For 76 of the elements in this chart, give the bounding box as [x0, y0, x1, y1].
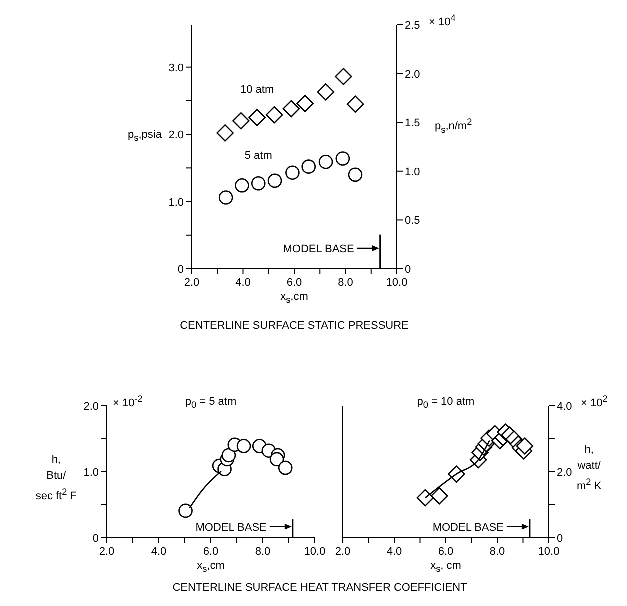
point	[270, 452, 284, 467]
text: × 10$^{4}$	[429, 13, 456, 29]
y-axis-title: p$_{s}$,psia	[128, 128, 162, 146]
x-tick-label: 10.0	[538, 546, 560, 558]
point	[286, 166, 300, 180]
x-axis-title: x$_{s}$,cm	[280, 291, 310, 306]
point	[248, 109, 266, 126]
x-tick-label: 8.0	[490, 546, 506, 558]
y-tick-label: 2.0	[168, 130, 184, 142]
series-label: 5 atm	[244, 150, 272, 162]
y-tick-label: 0	[92, 533, 99, 545]
y-tick-label: 1.0	[84, 467, 99, 479]
point	[335, 68, 352, 86]
y2-tick-label: 0	[557, 533, 564, 545]
point	[336, 152, 350, 166]
y2-axis-title: h, watt/m$^{2}$ K	[577, 443, 602, 495]
point	[296, 94, 314, 112]
y2-tick-label: 0	[405, 264, 412, 276]
y-tick-label: 2.0	[84, 401, 99, 413]
text: × 10$^{2}$	[581, 394, 608, 410]
ref-line-label: MODEL BASE	[196, 522, 267, 534]
series-label: 10 atm	[240, 84, 274, 96]
y-tick-label: 3.0	[168, 62, 184, 74]
y-axis-title: h, Btu/sec ft$^{2}$ F	[36, 453, 77, 505]
y2-tick-label: 4.0	[557, 401, 572, 413]
y2-tick-label: 2.0	[405, 68, 420, 81]
y2-tick-label: 1.5	[405, 118, 420, 130]
x-tick-label: 8.0	[338, 277, 354, 289]
point	[268, 174, 282, 188]
y2-tick-label: 2.5	[405, 20, 420, 32]
x-tick-label: 6.0	[203, 546, 219, 558]
x-tick-label: 6.0	[286, 277, 302, 289]
point	[216, 124, 234, 142]
point	[346, 96, 364, 113]
point	[232, 112, 250, 130]
x-tick-label: 4.0	[236, 277, 251, 289]
point	[416, 489, 434, 507]
x-tick-label: 10.0	[304, 546, 326, 558]
annotation: × 10$^{-2}$	[113, 394, 143, 410]
point	[266, 106, 284, 124]
ref-line-label: MODEL BASE	[432, 522, 504, 534]
point	[278, 460, 293, 476]
point	[430, 487, 448, 505]
x-tick-label: 4.0	[386, 546, 402, 558]
y2-tick-label: 0.5	[405, 215, 420, 228]
x-tick-label: 8.0	[255, 546, 271, 558]
text: CENTERLINE SURFACE STATIC PRESSURE	[179, 320, 410, 332]
point	[317, 84, 335, 101]
x-tick-label: 2.0	[335, 546, 351, 558]
point	[222, 448, 236, 463]
y-tick-label: 1.0	[168, 196, 184, 209]
x-tick-label: 4.0	[151, 546, 167, 558]
y2-tick-label: 1.0	[405, 166, 420, 178]
chart-subtitle: p$_{0}$ = 10 atm	[416, 396, 476, 410]
point	[235, 178, 250, 193]
point	[348, 168, 363, 182]
ref-line-label: MODEL BASE	[283, 244, 354, 256]
text: CENTERLINE SURFACE HEAT TRANSFER COEFFICIENT	[172, 582, 468, 594]
y2-tick-label: 2.0	[557, 467, 572, 479]
x-tick-label: 2.0	[184, 277, 200, 289]
x-axis-title: x$_{s}$,cm	[196, 560, 226, 574]
point	[218, 190, 234, 205]
y-tick-label: 0	[178, 264, 184, 276]
point	[516, 438, 534, 455]
point	[251, 176, 266, 191]
chart-subtitle: p$_{0}$ = 5 atm	[185, 396, 237, 410]
x-tick-label: 10.0	[386, 277, 408, 289]
y2-axis-title: p$_{s}$,n/m$^{2}$	[435, 117, 472, 135]
point	[302, 160, 316, 174]
point	[178, 504, 193, 518]
point	[318, 154, 334, 170]
point	[282, 100, 300, 118]
x-axis-title: x$_{s}$, cm	[430, 560, 462, 574]
point	[236, 439, 252, 454]
x-tick-label: 6.0	[438, 546, 454, 558]
x-tick-label: 2.0	[99, 546, 115, 558]
